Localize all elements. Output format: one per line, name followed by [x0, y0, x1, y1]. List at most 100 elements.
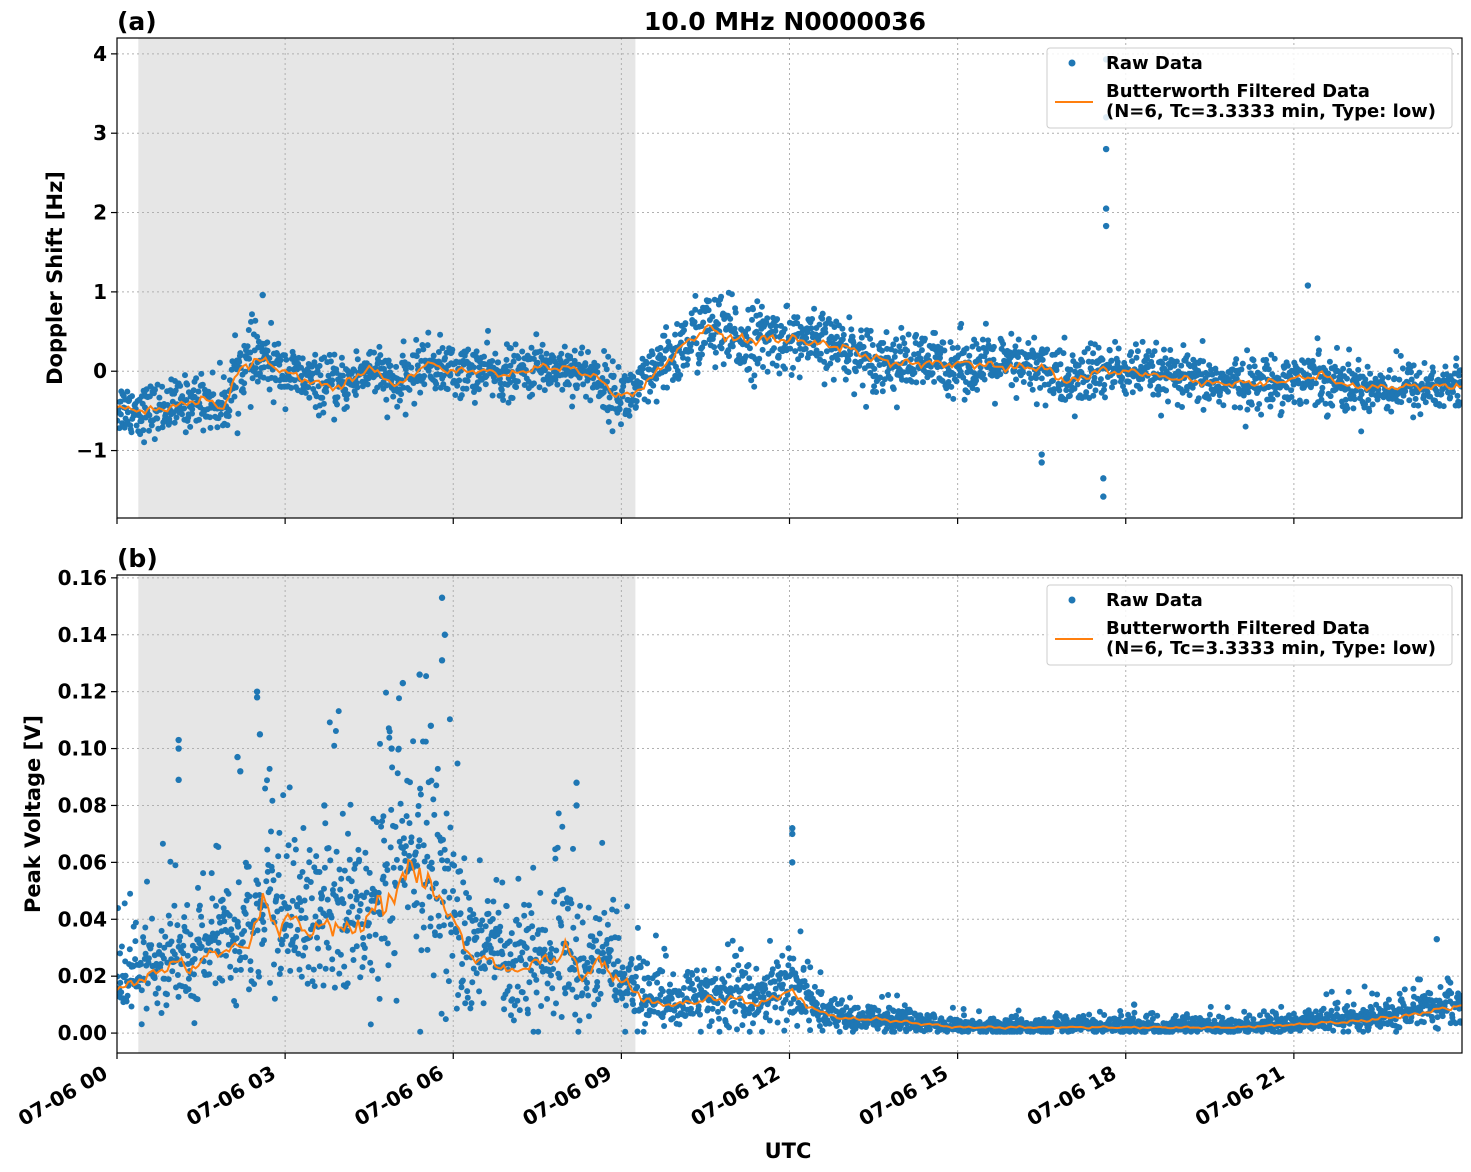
raw-data-point — [689, 980, 695, 987]
raw-data-point — [568, 900, 575, 907]
raw-data-point — [284, 948, 291, 955]
raw-data-point — [464, 994, 471, 1001]
raw-data-point — [158, 1010, 165, 1016]
raw-data-point — [303, 883, 310, 890]
raw-data-point — [1159, 360, 1166, 367]
raw-data-point — [652, 932, 659, 939]
raw-data-point — [171, 902, 178, 909]
raw-data-point — [463, 954, 470, 961]
raw-data-point — [485, 910, 492, 917]
raw-data-point — [680, 354, 686, 361]
raw-data-point — [533, 976, 540, 983]
raw-data-point — [677, 372, 684, 378]
raw-data-point — [834, 356, 841, 363]
raw-data-point — [774, 316, 781, 323]
raw-data-point — [523, 944, 530, 951]
raw-data-point — [193, 375, 200, 382]
raw-data-point — [373, 371, 380, 378]
raw-data-point — [196, 416, 202, 423]
raw-data-point — [1020, 379, 1027, 385]
raw-data-point — [117, 411, 124, 418]
raw-data-point — [401, 882, 408, 888]
raw-data-point — [606, 954, 613, 961]
raw-data-point — [262, 785, 269, 792]
raw-data-point — [507, 379, 514, 386]
raw-data-point — [180, 950, 187, 957]
raw-data-point — [445, 865, 452, 872]
raw-data-point — [1309, 357, 1316, 364]
raw-data-point — [456, 934, 462, 941]
raw-data-point — [1364, 363, 1371, 370]
raw-data-point — [454, 382, 461, 389]
raw-data-point — [208, 918, 215, 925]
raw-data-point — [1440, 403, 1447, 410]
raw-data-point — [803, 335, 810, 342]
raw-data-point — [447, 921, 454, 928]
raw-data-point — [447, 824, 454, 831]
raw-data-point — [231, 393, 238, 400]
raw-data-point — [732, 1008, 739, 1015]
raw-data-point — [321, 354, 328, 361]
raw-data-point — [654, 979, 661, 986]
raw-data-point — [232, 967, 239, 974]
raw-data-point — [681, 327, 687, 334]
raw-data-point — [670, 1015, 676, 1022]
raw-data-point — [961, 396, 968, 403]
raw-data-point — [389, 764, 396, 771]
raw-data-point — [634, 983, 641, 990]
raw-data-point — [1352, 372, 1358, 379]
raw-data-point — [899, 376, 905, 383]
y-tick-label: 0 — [93, 359, 107, 383]
raw-data-point — [1410, 362, 1417, 369]
raw-data-point — [1318, 396, 1325, 403]
raw-data-point — [264, 777, 270, 784]
raw-data-point — [341, 867, 348, 874]
raw-data-point — [354, 384, 361, 391]
raw-data-point — [605, 418, 612, 425]
raw-data-point — [345, 830, 351, 837]
raw-data-point — [246, 355, 253, 362]
raw-data-point — [1131, 1009, 1138, 1016]
raw-data-point — [603, 366, 610, 373]
raw-data-point — [754, 360, 761, 367]
raw-data-point — [473, 934, 480, 941]
raw-data-point — [684, 356, 691, 363]
raw-data-point — [689, 971, 696, 978]
raw-data-point — [726, 353, 732, 360]
raw-data-point — [807, 350, 814, 356]
raw-data-point — [268, 828, 274, 835]
raw-data-point — [171, 419, 178, 426]
raw-data-point — [584, 979, 591, 986]
raw-data-point — [966, 352, 973, 359]
raw-data-point — [174, 972, 181, 978]
raw-data-point — [1056, 387, 1063, 394]
raw-data-point — [449, 952, 456, 959]
raw-data-point — [1278, 409, 1285, 415]
raw-data-point — [869, 342, 876, 348]
raw-data-point — [553, 1000, 559, 1007]
raw-data-point — [555, 810, 562, 817]
raw-data-point — [547, 940, 553, 946]
raw-data-point — [772, 328, 779, 334]
raw-data-point — [283, 853, 290, 860]
raw-data-point — [949, 1004, 956, 1011]
raw-data-point — [622, 1002, 629, 1009]
raw-data-point — [133, 422, 140, 429]
raw-data-point — [327, 358, 334, 365]
raw-data-point — [381, 837, 388, 844]
raw-data-point — [453, 929, 460, 936]
raw-data-point — [390, 864, 397, 871]
raw-data-point — [1268, 1016, 1274, 1023]
raw-data-point — [552, 855, 559, 862]
raw-data-point — [1365, 397, 1372, 403]
raw-data-point — [187, 931, 194, 938]
raw-data-point — [277, 965, 284, 972]
raw-data-point — [446, 894, 453, 901]
raw-data-point — [1096, 1008, 1103, 1015]
raw-data-point — [1026, 370, 1033, 377]
raw-data-point — [354, 914, 361, 921]
raw-data-point — [292, 846, 299, 853]
raw-data-point — [504, 368, 511, 375]
raw-data-point — [140, 939, 147, 946]
